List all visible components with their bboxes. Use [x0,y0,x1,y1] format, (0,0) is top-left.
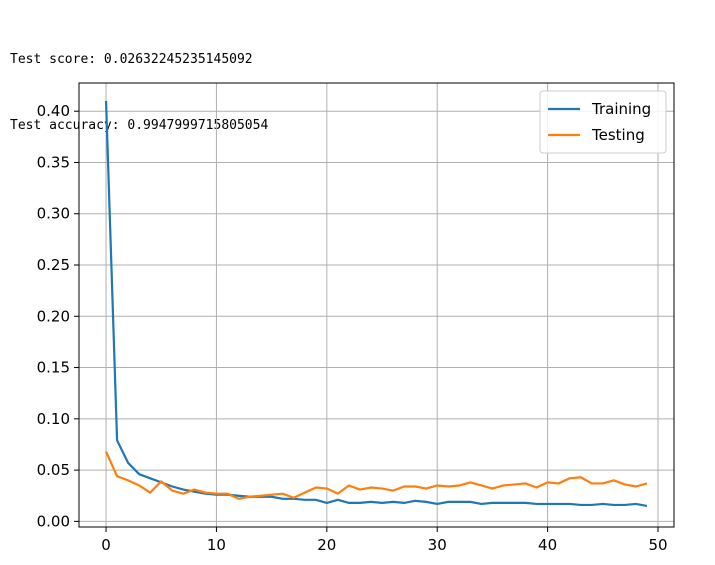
stdout-text: Test score: 0.02632245235145092 Test acc… [10,5,268,181]
series-line-training [104,100,648,508]
plot-frame [78,82,675,528]
y-tick-label: 0.25 [37,256,70,274]
legend: Training Testing [539,90,667,154]
x-tick-label: 40 [538,536,557,554]
y-tick-label: 0.10 [37,410,70,428]
y-tick-label: 0.40 [37,102,70,120]
y-tick-label: 0.35 [37,153,70,171]
x-tick-label: 0 [101,536,111,554]
y-tick-label: 0.05 [37,461,70,479]
legend-box [539,90,667,154]
x-tick-label: 10 [207,536,226,554]
y-tick-label: 0.15 [37,359,70,377]
x-tick-label: 50 [648,536,667,554]
test-accuracy-line: Test accuracy: 0.9947999715805054 [10,118,269,133]
series-line-testing [105,451,648,500]
legend-label-training: Training [591,100,651,118]
y-tick-label: 0.30 [37,205,70,223]
ticks-layer: 0 10 20 30 40 50 0.00 0.05 0.10 0.15 0.20 0.25 0.30 0… [37,102,668,554]
x-tick-label: 20 [317,536,336,554]
x-tick-label: 30 [428,536,447,554]
legend-label-testing: Testing [591,126,645,144]
y-tick-label: 0.00 [37,512,70,530]
grid-layer [79,83,674,527]
test-score-line: Test score: 0.02632245235145092 [10,52,253,67]
series-layer [104,100,648,508]
y-tick-label: 0.20 [37,307,70,325]
